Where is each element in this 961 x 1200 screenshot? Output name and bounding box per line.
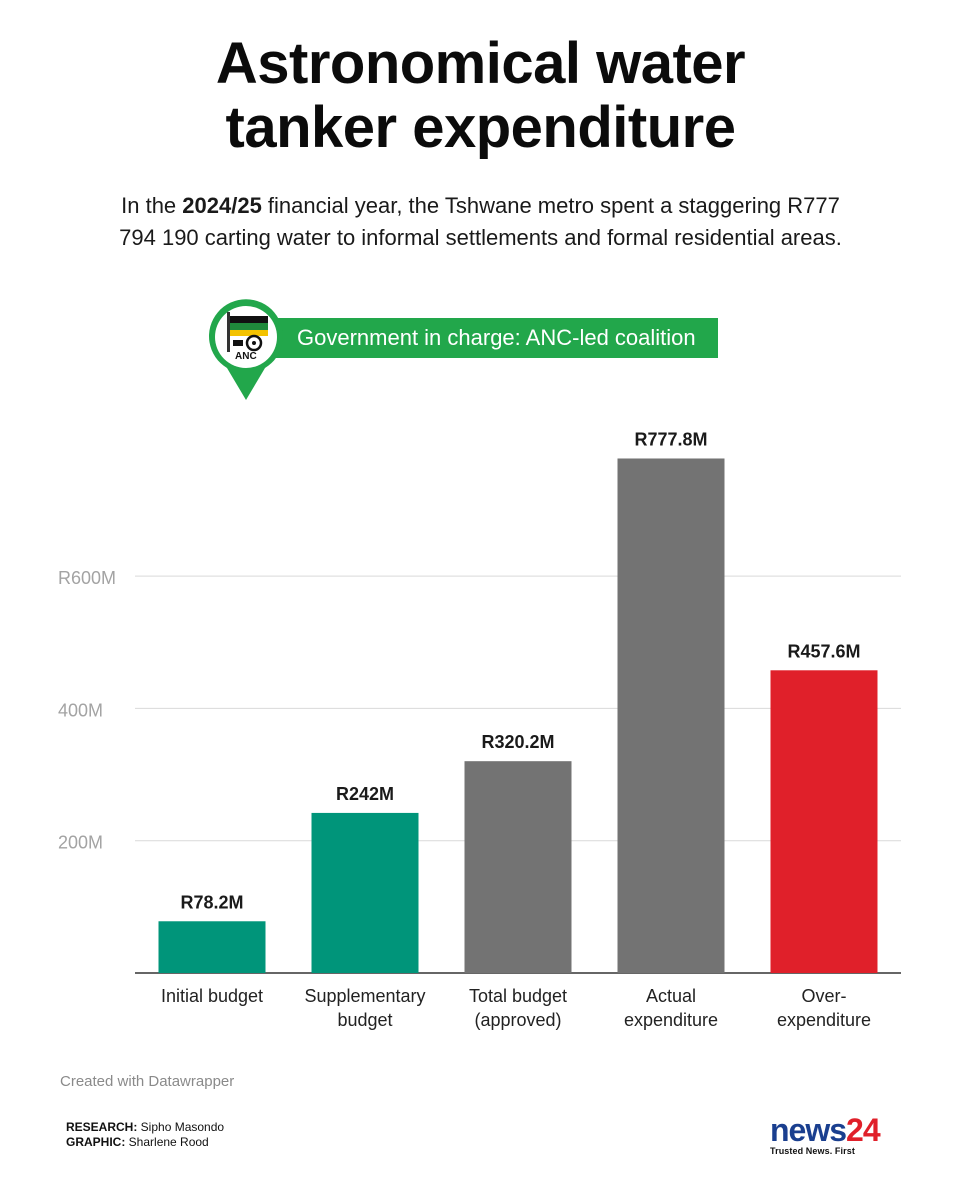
title-line-1: Astronomical water bbox=[215, 31, 746, 96]
government-badge: Government in charge: ANC-led coalition … bbox=[205, 296, 785, 406]
logo-news-text: news bbox=[770, 1112, 847, 1148]
x-tick-label-line: (approved) bbox=[474, 1010, 561, 1030]
x-tick-label: Actual expenditure bbox=[624, 986, 718, 1030]
x-tick-label: Supplementary budget bbox=[304, 986, 425, 1030]
x-tick-label-line: Supplementary bbox=[304, 986, 425, 1006]
bars-layer bbox=[158, 458, 878, 973]
x-tick-label: Total budget (approved) bbox=[469, 986, 567, 1030]
data-label: R320.2M bbox=[481, 732, 554, 752]
labels-layer: R78.2M Initial budget R242M Supplementary bu… bbox=[161, 429, 871, 1030]
government-label: Government in charge: ANC-led coalition bbox=[275, 318, 718, 358]
datawrapper-credit: Created with Datawrapper bbox=[60, 1073, 235, 1090]
bar bbox=[464, 761, 572, 973]
x-tick-label-line: Actual bbox=[646, 986, 696, 1006]
x-tick-label-line: budget bbox=[337, 1010, 392, 1030]
chart-subtitle: In the 2024/25 financial year, the Tshwa… bbox=[100, 190, 861, 254]
x-tick-label: Initial budget bbox=[161, 986, 263, 1006]
anc-location-pin-icon: ANC bbox=[209, 299, 283, 400]
graphic-credit: GRAPHIC: Sharlene Rood bbox=[66, 1135, 224, 1150]
data-label: R457.6M bbox=[787, 641, 860, 661]
bar bbox=[770, 670, 878, 973]
bar bbox=[158, 921, 266, 973]
research-label: RESEARCH: bbox=[66, 1120, 138, 1134]
subtitle-text-end: financial year, the Tshwane metro spent … bbox=[119, 193, 842, 250]
logo-24-text: 24 bbox=[846, 1112, 881, 1148]
x-tick-label-line: Initial budget bbox=[161, 986, 263, 1006]
data-label: R242M bbox=[336, 784, 394, 804]
x-tick-label: Over-expenditure bbox=[777, 986, 871, 1030]
research-credit: RESEARCH: Sipho Masondo bbox=[66, 1120, 224, 1135]
x-tick-label-line: Over- bbox=[802, 986, 847, 1006]
title-line-2: tanker expenditure bbox=[225, 95, 736, 160]
bar bbox=[617, 458, 725, 973]
y-tick-label: 200M bbox=[58, 833, 103, 853]
x-tick-label-line: Total budget bbox=[469, 986, 567, 1006]
x-tick-label-line: expenditure bbox=[624, 1010, 718, 1030]
data-label: R777.8M bbox=[634, 429, 707, 449]
anc-logo-icon: ANC bbox=[227, 312, 268, 362]
chart-title: Astronomical water tanker expenditure bbox=[0, 32, 961, 160]
y-tick-label: R600M bbox=[58, 568, 116, 588]
y-tick-label: 400M bbox=[58, 700, 103, 720]
byline: RESEARCH: Sipho Masondo GRAPHIC: Sharlen… bbox=[66, 1120, 224, 1150]
anc-logo-text: ANC bbox=[235, 351, 257, 362]
logo-tagline: Trusted News. First bbox=[770, 1146, 855, 1156]
subtitle-year: 2024/25 bbox=[182, 193, 262, 218]
bar bbox=[311, 812, 419, 973]
news24-logo: news24 Trusted News. First bbox=[770, 1113, 900, 1163]
graphic-name: Sharlene Rood bbox=[125, 1135, 209, 1149]
research-name: Sipho Masondo bbox=[137, 1120, 225, 1134]
graphic-label: GRAPHIC: bbox=[66, 1135, 126, 1149]
subtitle-text-start: In the bbox=[121, 193, 183, 218]
data-label: R78.2M bbox=[180, 892, 243, 912]
x-tick-label-line: expenditure bbox=[777, 1010, 871, 1030]
